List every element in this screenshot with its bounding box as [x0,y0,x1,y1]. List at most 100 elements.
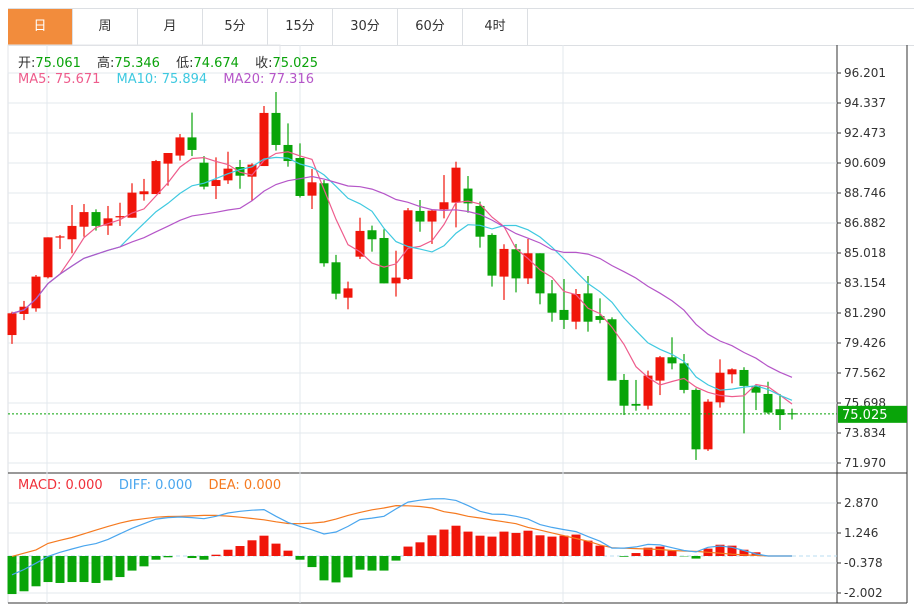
candle-body [571,294,581,322]
macd-bar [391,556,401,561]
tab-5min[interactable]: 5分 [203,9,268,45]
price-tick-label: 83.154 [844,276,886,290]
macd-bar [187,556,197,559]
candle [7,311,17,344]
low-label: 低: [176,56,194,71]
candle [139,178,149,201]
macd-bar [499,531,509,556]
candle-body [523,253,533,279]
macd-bar [43,556,53,583]
macd-bar [259,535,269,556]
candle-body [619,379,629,406]
dea-value: DEA: 0.000 [208,478,282,493]
candle [307,168,317,210]
macd-bar [223,549,233,556]
candle-body [331,262,341,294]
candle [187,112,197,157]
candle-body [367,230,377,240]
candle-body [415,210,425,222]
macd-bar [451,525,461,556]
candle-body [463,188,473,204]
candle [427,209,437,244]
candle-body [307,182,317,196]
macd-bar [103,556,113,581]
price-tick-label: 77.562 [844,366,886,380]
tab-15min[interactable]: 15分 [268,9,333,45]
tab-week[interactable]: 周 [73,9,138,45]
ma20-value: MA20: 77.316 [223,72,314,87]
candle-body [43,237,53,278]
candle-body [223,168,233,181]
candle [331,254,341,300]
candle-body [439,202,449,210]
price-tick-label: 71.970 [844,456,886,470]
macd-bar [475,535,485,556]
tab-day[interactable]: 日 [8,9,73,45]
candle-body [379,237,389,284]
macd-bar [415,542,425,556]
ohlc-legend: 开:75.061 高:75.346 低:74.674 收:75.025 [18,52,330,71]
candle-body [679,363,689,390]
candle-body [703,401,713,450]
candle [739,367,749,434]
macd-bar [631,553,641,556]
candle-body [667,357,677,364]
macd-bar [151,556,161,560]
macd-bar [487,536,497,556]
candle-body [67,225,77,240]
candle-body [559,309,569,320]
candle [259,106,269,167]
candle [271,92,281,151]
candle-body [211,180,221,187]
candle [727,368,737,384]
ma5-line [11,151,793,405]
macd-bar [127,556,137,571]
candle-body [427,210,437,222]
tab-60min[interactable]: 60分 [398,9,463,45]
tab-30min[interactable]: 30分 [333,9,398,45]
candle [559,279,569,329]
tab-4hour[interactable]: 4时 [463,9,528,45]
low-value: 74.674 [193,56,239,71]
candle [523,238,533,285]
macd-tick-label: 1.246 [844,526,878,540]
open-value: 75.061 [35,56,81,71]
price-tick-label: 86.882 [844,216,886,230]
macd-legend: MACD: 0.000 DIFF: 0.000 DEA: 0.000 [18,478,293,493]
candle [595,298,605,324]
price-axis: 96.201 94.337 92.473 90.609 88.746 86.882 85.0… [844,66,886,470]
macd-bar [667,550,677,556]
candle [487,233,497,287]
candle [43,237,53,279]
diff-value: DIFF: 0.000 [118,478,193,493]
candle-body [775,409,785,416]
ma10-line [11,156,793,401]
candle-body [187,137,197,150]
macd-bar [463,531,473,556]
candle-body [451,167,461,203]
candle-body [595,316,605,320]
tab-month[interactable]: 月 [138,9,203,45]
candle [715,359,725,408]
high-value: 75.346 [114,56,160,71]
candle-body [355,230,365,257]
candle-body [319,183,329,264]
candle-body [403,210,413,280]
macd-bar [211,554,221,556]
candle-body [607,319,617,381]
candle [439,175,449,219]
macd-bar [727,545,737,556]
current-price-badge [838,405,907,423]
candle-body [511,249,521,279]
macd-bar [739,549,749,556]
macd-bar [163,556,173,558]
candle [115,202,125,226]
candle [235,159,245,189]
price-tick-label: 92.473 [844,126,886,140]
candle-body [175,137,185,156]
candle [355,217,365,260]
candle [451,161,461,228]
candle [103,205,113,235]
